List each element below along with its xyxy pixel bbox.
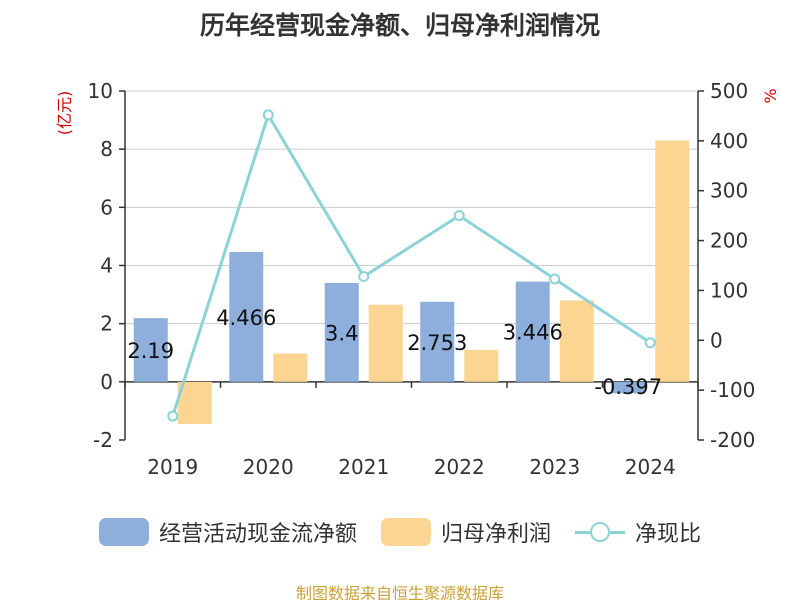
left-axis-unit: (亿元)	[55, 91, 74, 136]
point-cash-ratio	[549, 273, 561, 285]
right-tick-label: 400	[710, 129, 748, 153]
point-cash-ratio	[262, 109, 274, 121]
legend-label-net-profit: 归母净利润	[440, 522, 551, 547]
bar-net-profit	[273, 353, 308, 382]
category-label: 2023	[529, 455, 580, 479]
category-label: 2019	[147, 455, 198, 479]
axes: -2 0 2 4 6 8 10 -200 -100 0 100 200 300 400 500 (亿元) % 20…	[55, 79, 780, 479]
data-label-cashflow: 3.4	[325, 321, 358, 345]
left-tick-label: 6	[100, 195, 113, 219]
chart-title: 历年经营现金净额、归母净利润情况	[199, 11, 600, 40]
point-cash-ratio	[453, 210, 465, 222]
bar-net-profit	[464, 349, 499, 382]
bar-net-profit	[177, 381, 212, 425]
legend-item-cash-ratio[interactable]: 净现比	[575, 516, 701, 548]
right-axis-unit: %	[761, 88, 780, 103]
legend-swatch-cash-ratio	[575, 520, 625, 544]
bar-net-profit	[655, 140, 690, 382]
legend-swatch-net-profit	[380, 518, 431, 546]
line-cash-ratio	[171, 111, 652, 417]
legend-label-cashflow: 经营活动现金流净额	[158, 522, 357, 547]
left-tick-label: -2	[93, 428, 113, 452]
right-tick-label: 300	[710, 179, 748, 203]
legend-label-cash-ratio: 净现比	[635, 522, 702, 547]
bar-cashflow	[133, 318, 168, 382]
bar-net-profit	[559, 300, 594, 382]
point-cash-ratio	[644, 337, 656, 349]
bar-cashflow	[611, 381, 646, 394]
bar-net-profit	[368, 304, 403, 382]
left-tick-label: 10	[88, 79, 113, 103]
right-tick-label: 200	[710, 229, 748, 253]
bars	[133, 140, 690, 425]
right-tick-label: 500	[710, 79, 748, 103]
category-label: 2020	[243, 455, 294, 479]
data-label-cashflow: 4.466	[216, 306, 276, 330]
source-note: 制图数据来自恒生聚源数据库	[295, 584, 504, 600]
right-tick-label: 100	[710, 278, 748, 302]
legend-swatch-cashflow	[98, 518, 149, 546]
right-tick-label: -100	[710, 378, 755, 402]
bar-cashflow	[420, 301, 455, 382]
left-tick-label: 0	[100, 370, 113, 394]
category-label: 2022	[434, 455, 485, 479]
legend: 经营活动现金流净额 归母净利润 净现比	[0, 516, 800, 548]
left-tick-label: 2	[100, 312, 113, 336]
category-label: 2024	[625, 455, 676, 479]
left-tick-label: 8	[100, 137, 113, 161]
right-tick-label: 0	[710, 328, 723, 352]
data-label-cashflow: -0.397	[594, 375, 662, 399]
data-label-cashflow: 3.446	[503, 321, 563, 345]
legend-item-net-profit[interactable]: 归母净利润	[380, 516, 551, 548]
bar-cashflow	[515, 281, 550, 382]
point-cash-ratio	[358, 270, 370, 282]
right-tick-label: -200	[710, 428, 755, 452]
line-series	[167, 109, 656, 422]
bar-cashflow	[324, 282, 359, 382]
data-label-cashflow: 2.19	[127, 339, 174, 363]
legend-item-cashflow[interactable]: 经营活动现金流净额	[98, 516, 357, 548]
data-labels: 2.19 4.466 3.4 2.753 3.446 -0.397	[127, 306, 662, 399]
category-label: 2021	[338, 455, 389, 479]
point-cash-ratio	[167, 410, 179, 422]
left-tick-label: 4	[100, 254, 113, 278]
data-label-cashflow: 2.753	[407, 331, 467, 355]
bar-cashflow	[229, 251, 264, 382]
